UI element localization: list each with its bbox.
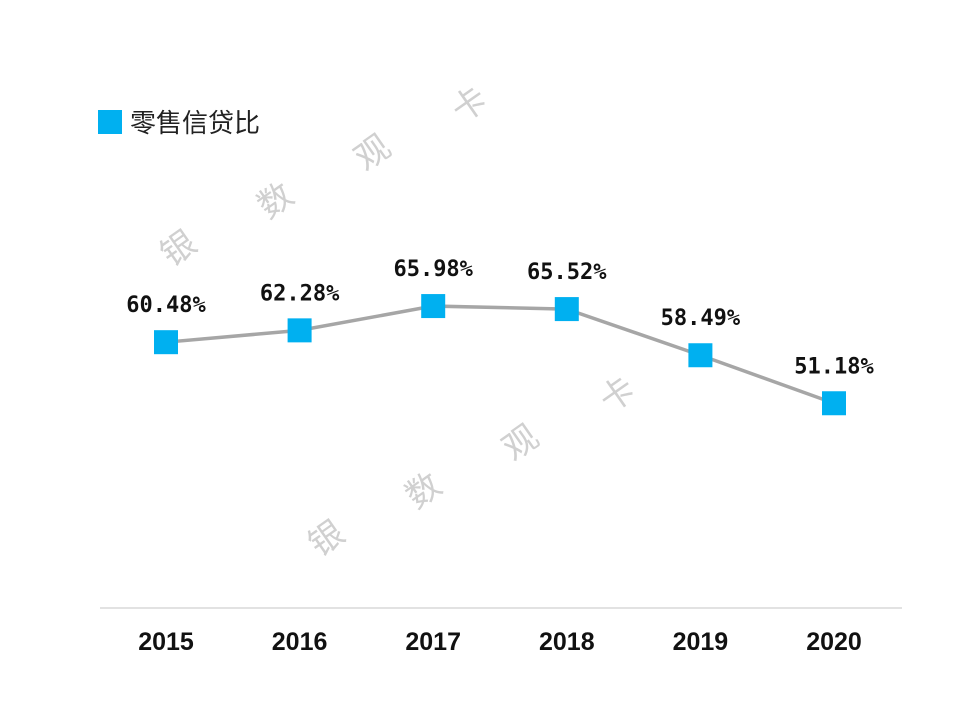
data-label: 51.18%	[794, 354, 874, 379]
legend-swatch	[98, 110, 122, 134]
data-label: 65.98%	[393, 257, 473, 282]
x-tick-label: 2017	[405, 628, 461, 656]
data-point-marker	[822, 391, 846, 416]
x-tick-label: 2020	[806, 628, 862, 656]
watermark-char: 观	[495, 417, 546, 469]
x-tick-label: 2018	[539, 628, 595, 656]
watermark-char: 银	[301, 513, 352, 565]
watermark-char: 卡	[444, 79, 495, 131]
data-point-marker	[554, 297, 579, 322]
x-tick-label: 2019	[673, 628, 729, 656]
x-tick-label: 2016	[272, 628, 328, 656]
legend: 零售信贷比	[98, 109, 260, 139]
data-label: 62.28%	[260, 281, 340, 306]
data-point-marker	[287, 318, 312, 343]
watermark-char: 卡	[592, 369, 643, 421]
x-tick-label: 2015	[138, 628, 194, 656]
watermark-char: 观	[347, 127, 398, 179]
data-point-marker	[421, 294, 446, 319]
legend-label: 零售信贷比	[130, 109, 260, 139]
data-label: 58.49%	[661, 306, 741, 331]
data-label: 60.48%	[126, 293, 206, 318]
series-line	[165, 304, 835, 405]
watermark-char: 数	[250, 175, 301, 227]
data-label: 65.52%	[527, 260, 607, 285]
data-point-marker	[154, 330, 178, 355]
data-point-marker	[688, 343, 713, 368]
watermark-char: 银	[153, 223, 204, 275]
watermark-char: 数	[398, 465, 449, 517]
